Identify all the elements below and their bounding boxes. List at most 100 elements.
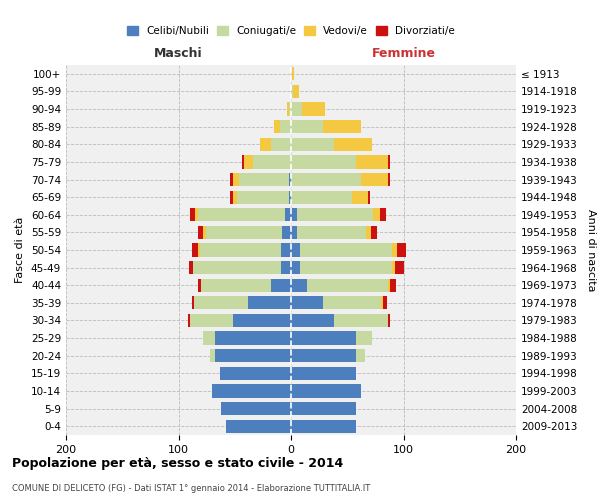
Bar [292, 67, 295, 80]
Y-axis label: Anni di nascita: Anni di nascita [586, 209, 596, 291]
Bar [392, 244, 397, 256]
Bar [192, 296, 194, 310]
Bar [271, 278, 291, 292]
Bar [356, 156, 388, 168]
Bar [307, 278, 388, 292]
Bar [291, 120, 323, 134]
Bar [280, 120, 291, 134]
Bar [388, 314, 390, 327]
Bar [291, 278, 307, 292]
Bar [248, 296, 291, 310]
Bar [300, 244, 392, 256]
Bar [367, 190, 370, 204]
Bar [274, 120, 280, 134]
Bar [361, 173, 388, 186]
Bar [197, 208, 286, 222]
Bar [390, 278, 395, 292]
Bar [210, 349, 215, 362]
Bar [197, 226, 203, 239]
Bar [253, 156, 291, 168]
Bar [282, 226, 291, 239]
Bar [334, 138, 372, 151]
Bar [286, 208, 291, 222]
Bar [196, 208, 197, 222]
Bar [383, 296, 386, 310]
Bar [323, 296, 381, 310]
Bar [212, 384, 291, 398]
Bar [239, 173, 289, 186]
Bar [291, 244, 300, 256]
Bar [233, 190, 237, 204]
Bar [221, 402, 291, 415]
Bar [291, 190, 352, 204]
Bar [300, 261, 392, 274]
Bar [296, 226, 367, 239]
Bar [302, 102, 325, 116]
Y-axis label: Fasce di età: Fasce di età [16, 217, 25, 283]
Bar [194, 296, 248, 310]
Bar [230, 190, 233, 204]
Bar [287, 102, 289, 116]
Bar [230, 173, 233, 186]
Bar [188, 261, 193, 274]
Bar [395, 261, 404, 274]
Bar [291, 349, 356, 362]
Bar [203, 332, 215, 344]
Bar [291, 402, 356, 415]
Bar [291, 296, 323, 310]
Bar [192, 244, 197, 256]
Bar [388, 156, 390, 168]
Bar [291, 226, 296, 239]
Bar [291, 366, 356, 380]
Bar [291, 102, 302, 116]
Bar [388, 173, 390, 186]
Bar [291, 314, 334, 327]
Bar [190, 208, 196, 222]
Bar [356, 332, 372, 344]
Bar [215, 332, 291, 344]
Bar [373, 208, 380, 222]
Text: COMUNE DI DELICETO (FG) - Dati ISTAT 1° gennaio 2014 - Elaborazione TUTTITALIA.I: COMUNE DI DELICETO (FG) - Dati ISTAT 1° … [12, 484, 370, 493]
Bar [233, 314, 291, 327]
Text: Maschi: Maschi [154, 46, 203, 60]
Bar [200, 244, 281, 256]
Bar [226, 420, 291, 433]
Bar [291, 208, 296, 222]
Bar [291, 261, 300, 274]
Bar [291, 173, 361, 186]
Bar [244, 156, 253, 168]
Bar [291, 332, 356, 344]
Bar [289, 190, 291, 204]
Bar [233, 173, 239, 186]
Bar [381, 296, 383, 310]
Legend: Celibi/Nubili, Coniugati/e, Vedovi/e, Divorziati/e: Celibi/Nubili, Coniugati/e, Vedovi/e, Di… [123, 22, 459, 40]
Bar [289, 173, 291, 186]
Bar [380, 208, 386, 222]
Bar [193, 261, 281, 274]
Bar [392, 261, 395, 274]
Bar [371, 226, 377, 239]
Bar [334, 314, 388, 327]
Bar [203, 226, 205, 239]
Bar [388, 278, 390, 292]
Bar [397, 244, 406, 256]
Bar [291, 384, 361, 398]
Bar [260, 138, 271, 151]
Bar [291, 85, 293, 98]
Text: Popolazione per età, sesso e stato civile - 2014: Popolazione per età, sesso e stato civil… [12, 458, 343, 470]
Text: Femmine: Femmine [371, 46, 436, 60]
Bar [291, 420, 356, 433]
Bar [220, 366, 291, 380]
Bar [241, 156, 244, 168]
Bar [187, 314, 190, 327]
Bar [289, 102, 291, 116]
Bar [281, 261, 291, 274]
Bar [296, 208, 373, 222]
Bar [201, 278, 271, 292]
Bar [293, 85, 299, 98]
Bar [205, 226, 282, 239]
Bar [367, 226, 371, 239]
Bar [197, 278, 201, 292]
Bar [197, 244, 200, 256]
Bar [281, 244, 291, 256]
